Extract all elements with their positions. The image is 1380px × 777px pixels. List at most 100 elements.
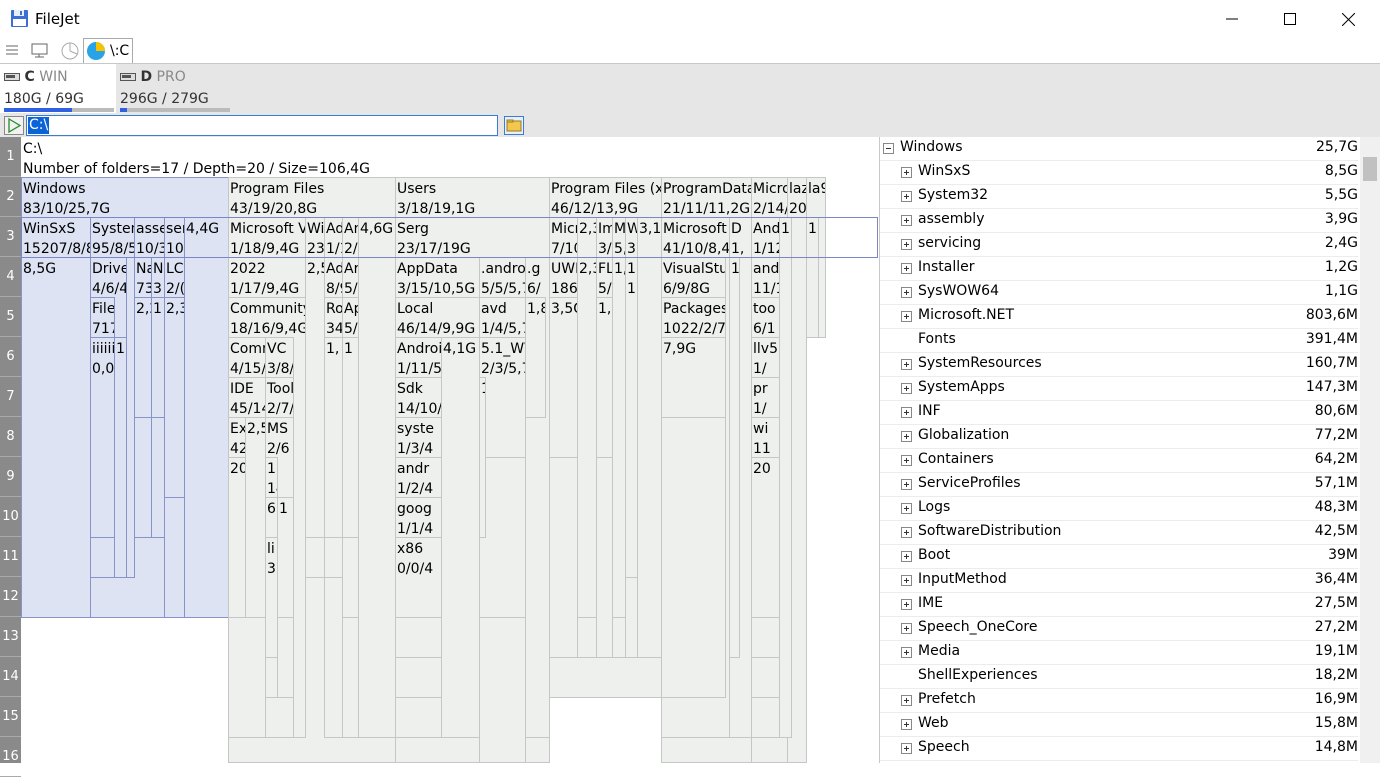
- drive-c[interactable]: C WIN 180G / 69G: [0, 64, 116, 113]
- treemap-cell-label: 2,5: [307, 261, 324, 277]
- treemap-cell[interactable]: 2,3: [164, 297, 185, 498]
- treemap-cell[interactable]: 8,5G: [21, 257, 91, 618]
- collapse-icon[interactable]: [883, 143, 894, 154]
- expand-icon[interactable]: [901, 623, 912, 634]
- expand-icon[interactable]: [901, 527, 912, 538]
- treemap-cell-stats: 6/1: [753, 321, 776, 337]
- expand-icon[interactable]: [901, 191, 912, 202]
- tree-item[interactable]: SystemResources 160,7M: [880, 353, 1358, 377]
- tree-item[interactable]: Logs 48,3M: [880, 497, 1358, 521]
- treemap-view[interactable]: C:\ Number of folders=17 / Depth=20 / Si…: [21, 137, 879, 763]
- treemap-cell[interactable]: 2,5: [245, 417, 266, 618]
- tree-item[interactable]: Media 19,1M: [880, 641, 1358, 665]
- treemap-cell[interactable]: 4,4G: [184, 217, 229, 618]
- tree-item[interactable]: IME 27,5M: [880, 593, 1358, 617]
- treemap-cell[interactable]: 1: [479, 377, 486, 538]
- tree-item[interactable]: Globalization 77,2M: [880, 425, 1358, 449]
- expand-icon[interactable]: [901, 503, 912, 514]
- treemap-cell[interactable]: x86 0/0/4: [395, 537, 442, 618]
- treemap-cell[interactable]: 7,9G: [661, 337, 726, 418]
- tree-item[interactable]: SysWOW64 1,1G: [880, 281, 1358, 305]
- treemap-cell[interactable]: 1: [342, 337, 359, 538]
- tree-item-name: servicing: [918, 235, 982, 251]
- tree-item[interactable]: Installer 1,2G: [880, 257, 1358, 281]
- expand-icon[interactable]: [901, 359, 912, 370]
- tree-item[interactable]: SoftwareDistribution 42,5M: [880, 521, 1358, 545]
- treemap-cell[interactable]: 1(1(: [625, 257, 638, 578]
- tree-item[interactable]: assembly 3,9G: [880, 209, 1358, 233]
- browse-button[interactable]: [504, 116, 524, 135]
- tree-item[interactable]: Prefetch 16,9M: [880, 689, 1358, 713]
- tree-item[interactable]: Speech_OneCore 27,2M: [880, 617, 1358, 641]
- treemap-cell-stats: 21/11/11,2G: [663, 201, 751, 217]
- expand-icon[interactable]: [901, 263, 912, 274]
- treemap-cell[interactable]: 2,2: [134, 297, 152, 418]
- tree-scrollbar[interactable]: [1360, 137, 1380, 763]
- tree-item[interactable]: servicing 2,4G: [880, 233, 1358, 257]
- treemap-cell[interactable]: 20: [751, 457, 780, 618]
- tree-item[interactable]: Speech 14,8M: [880, 737, 1358, 761]
- treemap-cell[interactable]: 3,1G: [637, 217, 662, 658]
- tree-item[interactable]: Fonts 391,4M: [880, 329, 1358, 353]
- tree-item[interactable]: Microsoft.NET 803,6M: [880, 305, 1358, 329]
- tree-item[interactable]: Boot 39M: [880, 545, 1358, 569]
- treemap-cell[interactable]: 4,6G: [358, 217, 396, 738]
- tree-item[interactable]: INF 80,6M: [880, 401, 1358, 425]
- treemap-cell[interactable]: 1,8: [596, 297, 613, 458]
- toolbar: [0, 38, 1380, 63]
- tree-item[interactable]: WinSxS 8,5G: [880, 161, 1358, 185]
- computer-icon[interactable]: [30, 42, 50, 62]
- go-button[interactable]: [4, 116, 24, 135]
- treemap-cell[interactable]: 5.1_WV 2/3/5,7: [479, 337, 526, 458]
- drive-d[interactable]: D PRO 296G / 279G: [116, 64, 232, 113]
- treemap-cell[interactable]: 1: [729, 257, 740, 658]
- minimize-button[interactable]: [1203, 0, 1261, 38]
- treemap-cell[interactable]: 20: [228, 457, 246, 618]
- treemap-cell[interactable]: 4,1G: [441, 337, 480, 738]
- expand-icon[interactable]: [901, 215, 912, 226]
- treemap-cell[interactable]: 1: [151, 297, 165, 418]
- expand-icon[interactable]: [901, 479, 912, 490]
- tree-root-row[interactable]: Windows 25,7G: [880, 137, 1358, 161]
- tree-item-size: 48,3M: [1314, 499, 1358, 515]
- scrollbar-thumb[interactable]: [1363, 157, 1377, 181]
- treemap-cell[interactable]: 1,: [612, 257, 626, 618]
- expand-icon[interactable]: [901, 431, 912, 442]
- expand-icon[interactable]: [901, 311, 912, 322]
- expand-icon[interactable]: [901, 719, 912, 730]
- expand-icon[interactable]: [901, 455, 912, 466]
- tree-item[interactable]: ShellExperiences 18,2M: [880, 665, 1358, 689]
- expand-icon[interactable]: [901, 599, 912, 610]
- treemap-cell[interactable]: 1,: [324, 337, 343, 538]
- tree-item[interactable]: ServiceProfiles 57,1M: [880, 473, 1358, 497]
- expand-icon[interactable]: [901, 407, 912, 418]
- treemap-cell[interactable]: iiiiii 0,0,: [90, 337, 115, 538]
- tree-item[interactable]: InputMethod 36,4M: [880, 569, 1358, 593]
- expand-icon[interactable]: [901, 695, 912, 706]
- expand-icon[interactable]: [901, 287, 912, 298]
- pie-chart-icon[interactable]: [60, 41, 80, 61]
- treemap-cell[interactable]: 1,8: [525, 297, 546, 418]
- treemap-cell[interactable]: 1,: [779, 217, 792, 738]
- treemap-cell[interactable]: 1: [277, 497, 294, 618]
- expand-icon[interactable]: [901, 743, 912, 754]
- expand-icon[interactable]: [901, 647, 912, 658]
- treemap-cell[interactable]: 2,5: [305, 257, 325, 538]
- path-input[interactable]: [26, 115, 498, 136]
- folder-tree[interactable]: Windows 25,7G WinSxS 8,5G System32 5,5G asse…: [879, 137, 1380, 763]
- tree-item[interactable]: Containers 64,2M: [880, 449, 1358, 473]
- treemap-cell[interactable]: 3,5G: [549, 297, 578, 458]
- menu-icon[interactable]: [4, 42, 24, 62]
- tree-item[interactable]: Web 15,8M: [880, 713, 1358, 737]
- expand-icon[interactable]: [901, 575, 912, 586]
- treemap-cell[interactable]: 2,3: [577, 257, 597, 618]
- expand-icon[interactable]: [901, 239, 912, 250]
- maximize-button[interactable]: [1261, 0, 1319, 38]
- expand-icon[interactable]: [901, 551, 912, 562]
- tree-item[interactable]: SystemApps 147,3M: [880, 377, 1358, 401]
- expand-icon[interactable]: [901, 383, 912, 394]
- tree-item[interactable]: System32 5,5G: [880, 185, 1358, 209]
- treemap-cell[interactable]: 1,: [114, 337, 127, 578]
- close-button[interactable]: [1319, 0, 1377, 38]
- expand-icon[interactable]: [901, 167, 912, 178]
